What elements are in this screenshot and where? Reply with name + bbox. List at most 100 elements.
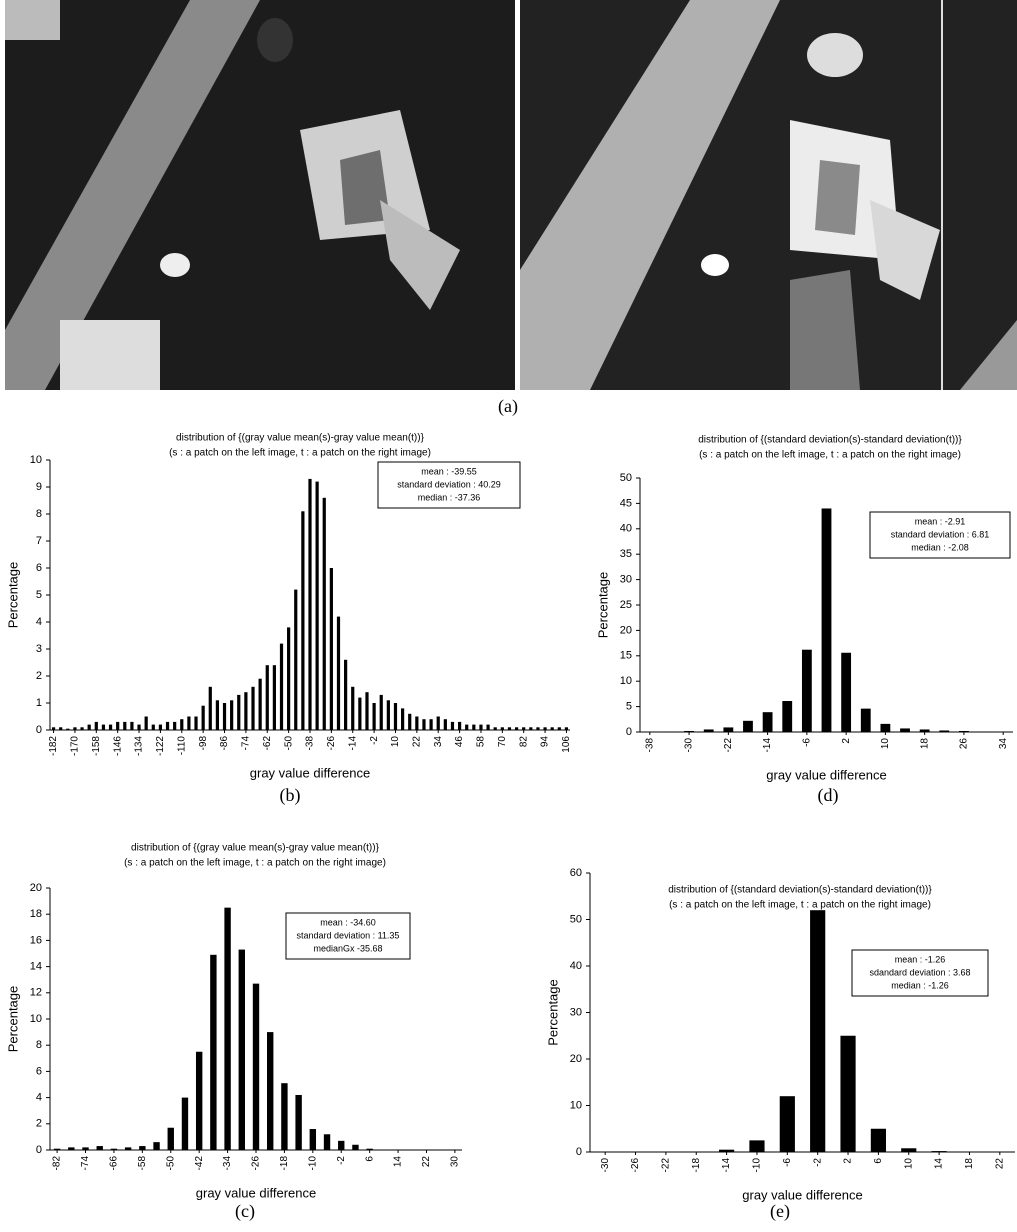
x-tick-label: 14: [934, 1158, 945, 1170]
bar: [810, 910, 825, 1152]
y-tick-label: 35: [620, 548, 632, 560]
x-axis-label: gray value difference: [766, 767, 886, 782]
x-tick-label: 2: [843, 1158, 854, 1164]
bar: [210, 955, 216, 1150]
bar: [324, 1134, 330, 1150]
x-tick-label: -74: [241, 736, 252, 751]
bar: [88, 725, 91, 730]
y-tick-label: 60: [570, 867, 582, 879]
bar: [145, 717, 148, 731]
bar: [310, 1129, 316, 1150]
x-tick-label: 22: [994, 1158, 1005, 1170]
stats-text: medianGx -35.68: [313, 943, 382, 953]
bar: [840, 1036, 855, 1152]
bar: [280, 644, 283, 730]
x-tick-label: 106: [561, 736, 572, 753]
x-tick-label: -74: [80, 1156, 91, 1171]
bar: [437, 717, 440, 731]
y-tick-label: 16: [30, 934, 42, 946]
x-tick-label: -30: [684, 738, 695, 753]
chart-subtitle: (s : a patch on the left image, t : a pa…: [124, 858, 386, 869]
y-tick-label: 10: [30, 1013, 42, 1025]
bar: [743, 721, 753, 732]
bar: [337, 617, 340, 730]
bar: [139, 1146, 145, 1150]
stats-text: mean : -39.55: [421, 466, 477, 476]
bar: [979, 731, 989, 732]
bar: [365, 692, 368, 730]
bar: [153, 1142, 159, 1150]
bar: [80, 727, 83, 730]
bar: [202, 706, 205, 730]
stats-text: mean : -34.60: [320, 917, 376, 927]
bar: [295, 1095, 301, 1150]
x-tick-label: 94: [540, 736, 551, 748]
caption: (d): [818, 785, 839, 806]
bar: [536, 727, 539, 730]
bar: [125, 1147, 131, 1150]
bar: [871, 1129, 886, 1152]
x-tick-label: -6: [802, 738, 813, 747]
y-tick-label: 20: [30, 882, 42, 894]
y-tick-label: 40: [620, 523, 632, 535]
bar: [494, 727, 497, 730]
figure: (a)(b)(c)(d)(e)distribution of {(gray va…: [0, 0, 1017, 1227]
bar: [401, 708, 404, 730]
bar: [351, 687, 354, 730]
bar: [749, 1140, 764, 1152]
x-tick-label: 14: [393, 1156, 404, 1168]
y-tick-label: 9: [36, 481, 42, 493]
bar: [358, 698, 361, 730]
y-axis-label: Percentage: [5, 562, 20, 629]
bar: [253, 984, 259, 1150]
x-tick-label: -14: [347, 736, 358, 751]
y-tick-label: 25: [620, 599, 632, 611]
bar: [380, 695, 383, 730]
caption: (a): [498, 396, 518, 417]
bar: [802, 650, 812, 732]
stats-text: median : -1.26: [891, 980, 949, 990]
y-tick-label: 0: [576, 1146, 582, 1158]
x-tick-label: -14: [721, 1158, 732, 1173]
bar: [704, 729, 714, 732]
bar: [861, 709, 871, 732]
caption: (e): [770, 1201, 790, 1222]
y-tick-label: 4: [36, 616, 42, 628]
y-tick-label: 4: [36, 1092, 42, 1104]
x-tick-label: -134: [134, 736, 145, 756]
caption: (b): [280, 785, 301, 806]
bar: [900, 728, 910, 732]
x-tick-label: -146: [112, 736, 123, 756]
bar: [472, 725, 475, 730]
bar: [230, 700, 233, 730]
x-tick-label: -6: [782, 1158, 793, 1167]
bar: [458, 722, 461, 730]
x-tick-label: 18: [919, 738, 930, 750]
y-axis-label: Percentage: [595, 572, 610, 639]
x-tick-label: -38: [644, 738, 655, 753]
y-tick-label: 40: [570, 960, 582, 972]
x-tick-label: 10: [880, 738, 891, 750]
bar: [173, 722, 176, 730]
bar: [543, 727, 546, 730]
bar: [719, 1150, 734, 1152]
chart-title: distribution of {(gray value mean(s)-gra…: [176, 433, 425, 444]
x-axis-label: gray value difference: [196, 1185, 316, 1200]
x-tick-label: -22: [723, 738, 734, 753]
bar: [266, 665, 269, 730]
bar: [501, 727, 504, 730]
y-axis-label: Percentage: [5, 986, 20, 1053]
x-tick-label: -122: [155, 736, 166, 756]
x-tick-label: -182: [48, 736, 59, 756]
stats-text: standard deviation : 6.81: [891, 529, 990, 539]
x-tick-label: 22: [411, 736, 422, 748]
x-tick-label: -158: [91, 736, 102, 756]
chart-subtitle: (s : a patch on the left image, t : a pa…: [669, 900, 931, 911]
bar: [237, 695, 240, 730]
x-tick-label: -30: [600, 1158, 611, 1173]
y-tick-label: 10: [570, 1099, 582, 1111]
bar: [180, 719, 183, 730]
bar: [479, 725, 482, 730]
y-tick-label: 30: [620, 574, 632, 586]
y-axis-label: Percentage: [545, 979, 560, 1046]
